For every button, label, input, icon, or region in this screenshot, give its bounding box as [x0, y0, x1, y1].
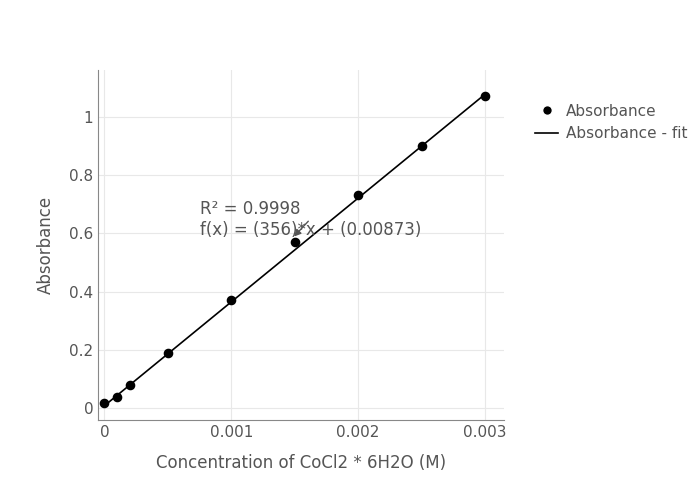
Point	[289, 238, 300, 246]
Point	[225, 296, 237, 304]
Point	[162, 349, 174, 357]
Point	[416, 142, 427, 150]
Point	[480, 92, 491, 100]
Legend: Absorbance, Absorbance - fit: Absorbance, Absorbance - fit	[529, 98, 694, 148]
Point	[111, 392, 122, 400]
X-axis label: Concentration of CoCl2 * 6H2O (M): Concentration of CoCl2 * 6H2O (M)	[156, 454, 446, 472]
Text: R² = 0.9998
f(x) = (356)*x + (0.00873): R² = 0.9998 f(x) = (356)*x + (0.00873)	[199, 200, 421, 238]
Point	[124, 381, 135, 389]
Point	[99, 398, 110, 406]
Point	[353, 192, 364, 200]
Y-axis label: Absorbance: Absorbance	[37, 196, 55, 294]
